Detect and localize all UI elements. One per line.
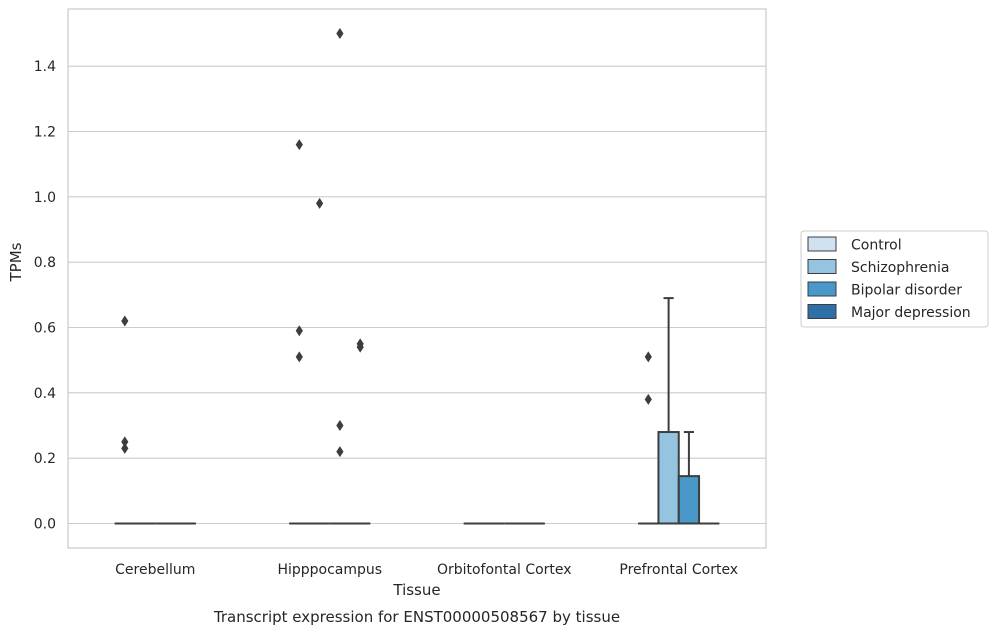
outlier-point [295, 325, 303, 337]
outlier-point [336, 28, 344, 39]
legend: Control Schizophrenia Bipolar disorder Majo… [800, 230, 989, 328]
x-tick-label: Cerebellum [115, 562, 195, 578]
box [638, 351, 659, 525]
x-tick-label: Prefrontal Cortex [619, 562, 738, 578]
legend-label: Major depression [851, 305, 971, 321]
legend-swatch [807, 259, 837, 274]
plot-frame [67, 8, 767, 549]
outlier-point [295, 139, 303, 151]
legend-label: Bipolar disorder [851, 283, 962, 299]
box [114, 315, 135, 525]
outlier-point [336, 420, 344, 431]
outlier-point [644, 393, 652, 405]
box [289, 139, 310, 525]
box [677, 431, 701, 525]
x-tick-label: Orbitofontal Cortex [437, 562, 572, 578]
y-tick-label: 1.4 [34, 59, 56, 75]
outlier-point [356, 341, 364, 353]
x-tick-labels: Cerebellum Hipppocampus Orbitofontal Corte… [115, 562, 738, 578]
box [329, 28, 351, 525]
outlier-point [121, 436, 129, 448]
x-axis-title: Tissue [392, 581, 440, 599]
chart-caption: Transcript expression for ENST0000050856… [213, 608, 620, 626]
outlier-point [336, 446, 344, 458]
outlier-point [121, 442, 129, 454]
outlier-point [121, 315, 129, 327]
outlier-point [644, 351, 652, 363]
y-axis-title: TPMs [7, 242, 25, 282]
legend-swatch [807, 281, 837, 297]
outlier-point [295, 351, 303, 363]
y-tick-labels: 0.0 0.2 0.4 0.6 0.8 1.0 1.2 1.4 [34, 59, 56, 532]
y-tick-label: 1.2 [34, 125, 56, 141]
box [350, 338, 371, 525]
legend-swatch [807, 236, 837, 252]
x-tick-label: Hipppocampus [277, 562, 382, 578]
legend-label: Control [851, 238, 902, 254]
box-plot-marks [114, 28, 720, 525]
y-tick-label: 0.6 [34, 321, 56, 337]
outlier-point [316, 197, 324, 209]
box [309, 197, 330, 525]
legend-label: Schizophrenia [851, 260, 949, 276]
y-tick-label: 0.4 [34, 386, 56, 402]
y-tick-label: 0.2 [34, 451, 56, 467]
y-tick-label: 0.8 [34, 255, 56, 271]
y-tick-label: 1.0 [34, 190, 56, 206]
y-tick-label: 0.0 [34, 517, 56, 533]
box-body [677, 475, 701, 525]
box-body [657, 431, 680, 525]
legend-swatch [807, 304, 837, 319]
legend-frame [800, 230, 989, 328]
